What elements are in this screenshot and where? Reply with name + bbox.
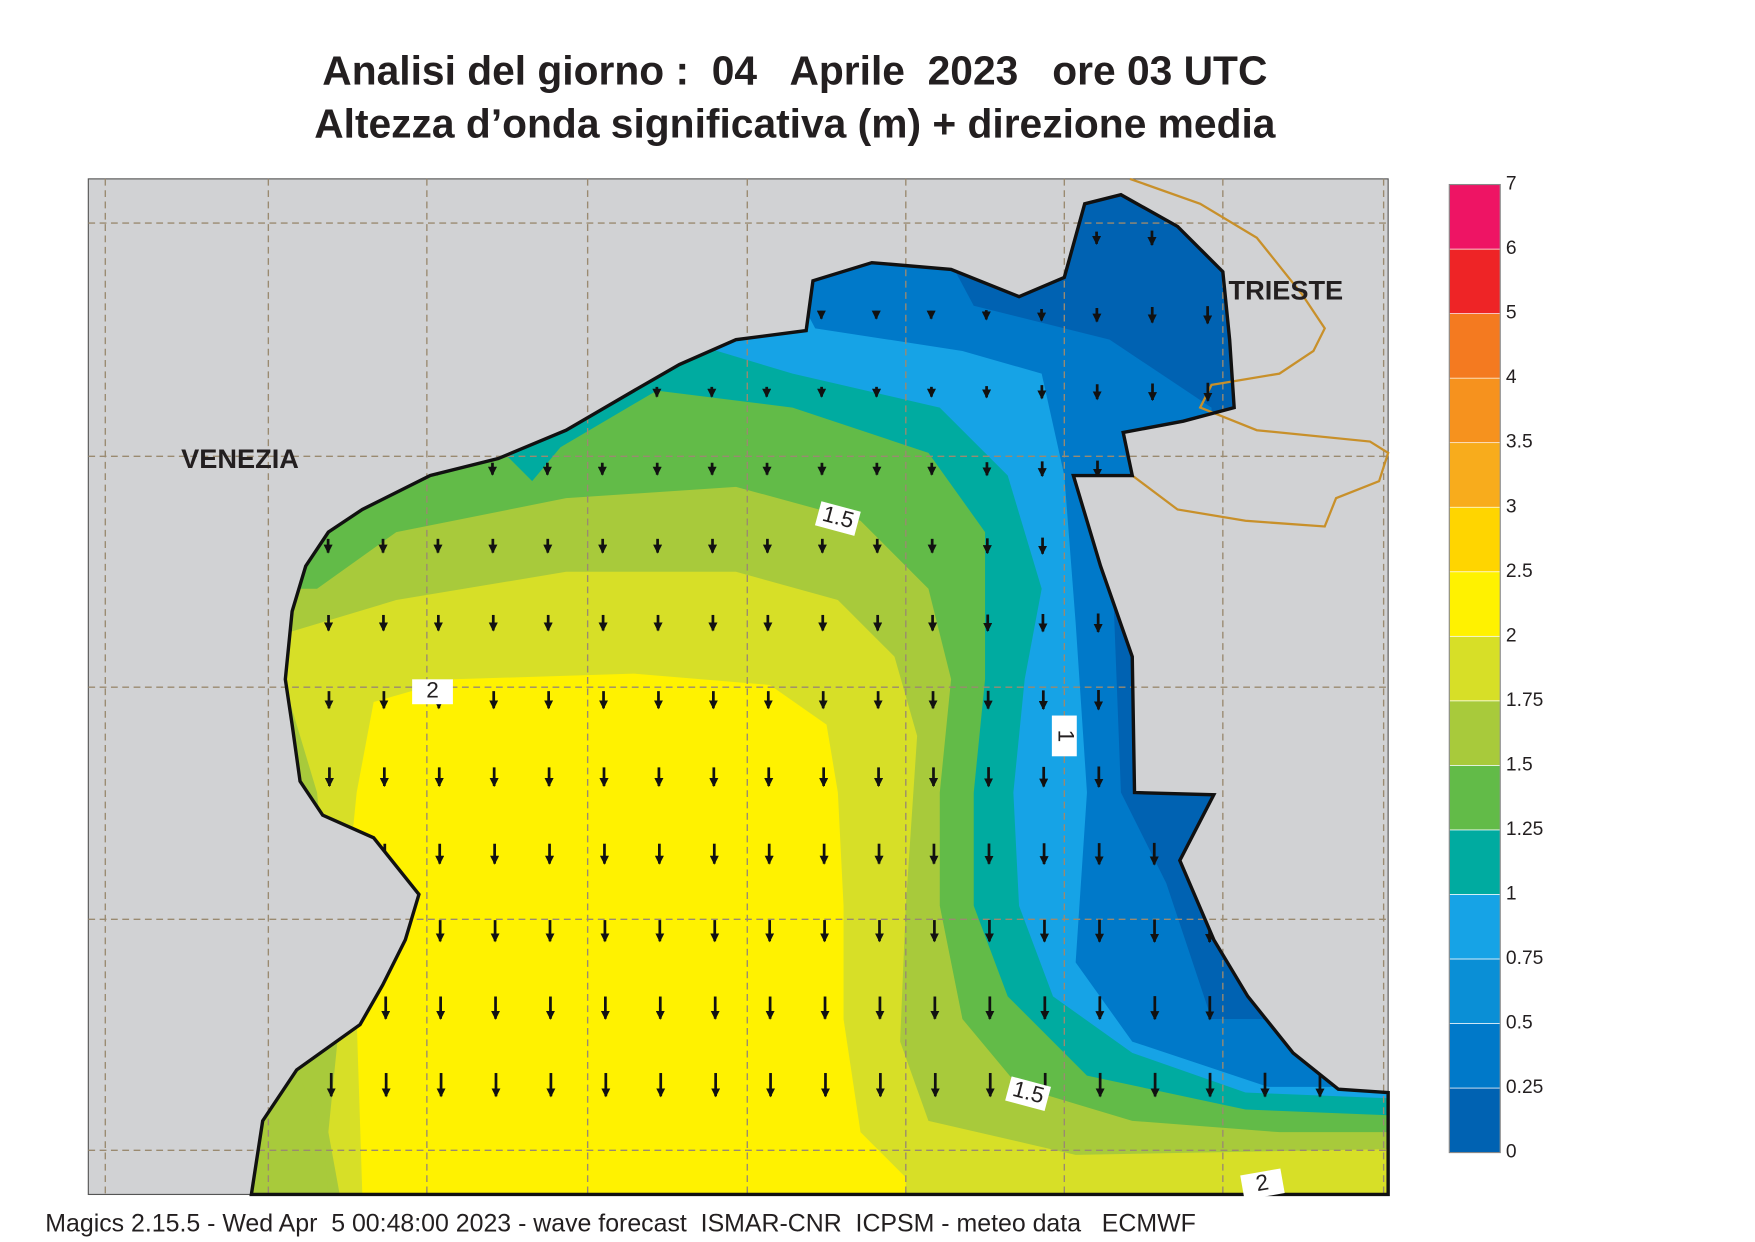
- legend-swatch: [1448, 635, 1501, 702]
- contour-label: 1.5: [1005, 1076, 1052, 1111]
- legend: 0 0.25 0.5 0.75 1 1.25 1.5 1.75 2 2.5 3 3.5 4 5 6 7: [1448, 174, 1543, 1163]
- legend-swatch: [1448, 377, 1501, 444]
- contour-label: 2: [1240, 1168, 1285, 1201]
- legend-label: 1: [1506, 883, 1517, 904]
- contour-label-text: 2: [1254, 1169, 1271, 1196]
- legend-swatch: [1448, 506, 1501, 573]
- legend-label: 3.5: [1506, 432, 1533, 453]
- legend-swatch: [1448, 894, 1501, 960]
- contour-label-box: [1051, 715, 1077, 757]
- legend-label: 4: [1506, 367, 1517, 388]
- contour-label: 1: [1051, 715, 1078, 757]
- contour-label: 1.5: [814, 501, 861, 536]
- legend-label: 1.25: [1506, 819, 1543, 840]
- contour-label-box: [1005, 1076, 1052, 1111]
- contour-label-box: [814, 501, 861, 536]
- wave-band: [345, 673, 906, 1195]
- legend-swatch: [1448, 765, 1501, 831]
- legend-swatch: [1448, 248, 1501, 314]
- place-label: TRIESTE: [1229, 274, 1344, 305]
- legend-label: 5: [1506, 303, 1517, 324]
- legend-label: 0.25: [1506, 1077, 1543, 1098]
- legend-label: 7: [1506, 174, 1517, 195]
- contour-label-text: 2: [426, 678, 439, 703]
- border: [1129, 177, 1390, 528]
- contour-label-box: [1240, 1168, 1285, 1201]
- legend-swatch: [1448, 1023, 1501, 1089]
- legend-label: 6: [1506, 238, 1517, 259]
- legend-swatch: [1448, 442, 1501, 508]
- legend-label: 2.5: [1506, 561, 1533, 582]
- legend-swatch: [1448, 958, 1501, 1024]
- contour-label-text: 1: [1053, 730, 1078, 743]
- legend-label: 0.75: [1506, 948, 1543, 969]
- legend-swatch: [1448, 700, 1501, 766]
- contour-labels: 1.5 2 1 1.5 2: [412, 501, 1285, 1201]
- legend-label: 1.5: [1506, 754, 1533, 775]
- title-line-1: Analisi del giorno : 04 Aprile 2023 ore …: [322, 47, 1267, 93]
- legend-label: 0.5: [1506, 1013, 1533, 1034]
- legend-label: 0: [1506, 1142, 1517, 1163]
- legend-label: 3: [1506, 496, 1517, 517]
- legend-swatch: [1448, 313, 1501, 379]
- lat-lon-grid: [88, 178, 1389, 1195]
- legend-swatch: [1448, 184, 1501, 250]
- footer: Magics 2.15.5 - Wed Apr 5 00:48:00 2023 …: [45, 1210, 1196, 1238]
- legend-swatch: [1448, 1087, 1501, 1153]
- title-line-2: Altezza d’onda significativa (m) + direz…: [314, 101, 1276, 147]
- legend-swatch: [1448, 829, 1501, 895]
- contour-label: 2: [412, 678, 453, 705]
- legend-label: 2: [1506, 625, 1517, 646]
- place-label: VENEZIA: [181, 443, 299, 474]
- contour-label-box: [412, 679, 453, 705]
- legend-label: 1.75: [1506, 690, 1543, 711]
- legend-swatch: [1448, 571, 1501, 637]
- legend-frame: [1448, 183, 1501, 1154]
